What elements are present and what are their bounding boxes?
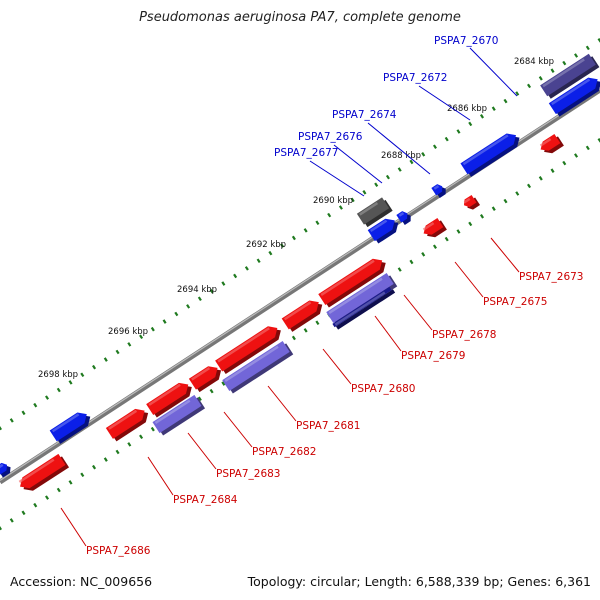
tick-label: 2684 kbp: [514, 57, 554, 67]
forward-gene-leader: [469, 47, 518, 97]
reverse-gene-leader: [490, 237, 520, 273]
gene-block-red-mid[interactable]: [281, 296, 326, 333]
reverse-gene-leader: [454, 261, 484, 298]
gene-block-blue-edge[interactable]: [0, 460, 13, 478]
reverse-gene-label[interactable]: PSPA7_2678: [432, 329, 497, 341]
forward-gene-label[interactable]: PSPA7_2676: [298, 131, 363, 143]
forward-gene-leader: [333, 144, 383, 184]
gene-block-blue-top[interactable]: [548, 73, 600, 118]
reverse-gene-leader: [403, 294, 433, 331]
reverse-gene-label[interactable]: PSPA7_2684: [173, 494, 238, 506]
forward-gene-leader: [367, 122, 431, 175]
reverse-gene-leader: [267, 385, 297, 422]
gene-block-red-pair[interactable]: [146, 378, 195, 418]
reverse-gene-leader: [187, 432, 217, 470]
gene-block-blue-arrow[interactable]: [396, 209, 413, 226]
gene-block-red-tiny[interactable]: [462, 194, 481, 212]
gene-block-red-left[interactable]: [16, 453, 70, 495]
tick-label: 2696 kbp: [108, 327, 148, 337]
tick-label: 2698 kbp: [38, 370, 78, 380]
reverse-gene-label[interactable]: PSPA7_2683: [216, 468, 281, 480]
reverse-gene-label[interactable]: PSPA7_2686: [86, 545, 151, 557]
forward-gene-leader: [418, 85, 471, 121]
inner-tick-row: [0, 138, 600, 531]
tick-label: 2690 kbp: [313, 196, 353, 206]
gene-block-navy-top[interactable]: [540, 53, 600, 100]
reverse-gene-leader: [147, 456, 174, 496]
gene-block-purple-lower[interactable]: [152, 394, 206, 436]
gene-block-red-small[interactable]: [421, 217, 447, 241]
forward-gene-label[interactable]: PSPA7_2674: [332, 109, 397, 121]
map-title: Pseudomonas aeruginosa PA7, complete gen…: [139, 10, 461, 25]
reverse-gene-leader: [60, 507, 87, 547]
tick-label: 2686 kbp: [447, 104, 487, 114]
forward-gene-leader: [309, 160, 365, 197]
reverse-gene-leader: [223, 411, 253, 448]
gene-block-blue-left[interactable]: [49, 408, 94, 445]
gene-block-red-short[interactable]: [188, 362, 225, 393]
gene-block-red-mid-long[interactable]: [215, 322, 284, 375]
reverse-gene-label[interactable]: PSPA7_2673: [519, 271, 584, 283]
forward-gene-label[interactable]: PSPA7_2672: [383, 72, 448, 84]
forward-gene-label[interactable]: PSPA7_2677: [274, 147, 339, 159]
outer-tick-row: [0, 38, 600, 431]
gene-block-blue-small[interactable]: [367, 214, 402, 244]
reverse-gene-leader: [322, 348, 352, 385]
accession-label: Accession: NC_009656: [10, 574, 153, 589]
reverse-gene-leader: [374, 315, 402, 352]
gene-block-blue-mid[interactable]: [460, 129, 523, 178]
tick-label: 2694 kbp: [177, 285, 217, 295]
reverse-gene-label[interactable]: PSPA7_2682: [252, 446, 317, 458]
reverse-gene-label[interactable]: PSPA7_2680: [351, 383, 416, 395]
gene-block-navy-strip[interactable]: [332, 286, 396, 331]
gene-block-red-small-top[interactable]: [538, 133, 564, 157]
reverse-gene-label[interactable]: PSPA7_2681: [296, 420, 361, 432]
tick-label: 2688 kbp: [381, 151, 421, 161]
reverse-gene-label[interactable]: PSPA7_2679: [401, 350, 466, 362]
forward-gene-label[interactable]: PSPA7_2670: [434, 35, 499, 47]
tick-label: 2692 kbp: [246, 240, 286, 250]
gene-block-purple-upper[interactable]: [326, 272, 398, 326]
gene-block-gray[interactable]: [356, 197, 393, 228]
gene-block-red-lower[interactable]: [105, 404, 152, 442]
genome-summary: Topology: circular; Length: 6,588,339 bp…: [247, 574, 591, 589]
gene-block-purple-mid[interactable]: [222, 340, 294, 394]
reverse-gene-label[interactable]: PSPA7_2675: [483, 296, 548, 308]
gene-block-red-long[interactable]: [318, 254, 389, 308]
gene-block-blue-tiny[interactable]: [431, 182, 448, 199]
